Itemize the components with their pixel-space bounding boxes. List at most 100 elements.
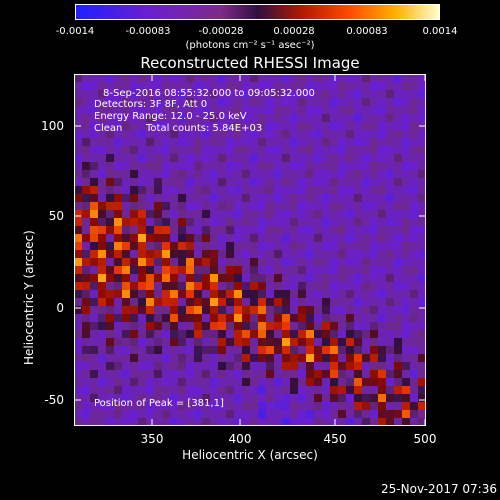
- heatmap-cell: [402, 226, 411, 235]
- heatmap-cell: [346, 410, 355, 419]
- heatmap-cell: [226, 114, 235, 123]
- heatmap-cell: [218, 266, 227, 275]
- heatmap-cell: [314, 322, 323, 331]
- heatmap-cell: [346, 98, 355, 107]
- heatmap-cell: [418, 90, 426, 99]
- heatmap-cell: [378, 122, 387, 131]
- heatmap-cell: [186, 114, 195, 123]
- heatmap-cell: [74, 194, 83, 203]
- heatmap-cell: [138, 210, 147, 219]
- heatmap-cell: [322, 242, 331, 251]
- heatmap-cell: [170, 186, 179, 195]
- heatmap-cell: [122, 178, 131, 187]
- heatmap-cell: [306, 418, 315, 426]
- heatmap-cell: [370, 266, 379, 275]
- heatmap-cell: [386, 234, 395, 243]
- heatmap-cell: [346, 330, 355, 339]
- heatmap-cell: [242, 122, 251, 131]
- heatmap-cell: [362, 114, 371, 123]
- heatmap-cell: [274, 178, 283, 187]
- heatmap-cell: [154, 290, 163, 299]
- heatmap-cell: [274, 234, 283, 243]
- heatmap-cell: [194, 138, 203, 147]
- heatmap-cell: [210, 250, 219, 259]
- heatmap-cell: [274, 74, 283, 83]
- heatmap-cell: [202, 298, 211, 307]
- heatmap-cell: [298, 386, 307, 395]
- heatmap-cell: [186, 338, 195, 347]
- heatmap-cell: [346, 370, 355, 379]
- heatmap-cell: [98, 162, 107, 171]
- heatmap-cell: [114, 354, 123, 363]
- heatmap-cell: [258, 306, 267, 315]
- heatmap-cell: [146, 418, 155, 426]
- heatmap-cell: [186, 130, 195, 139]
- heatmap-cell: [346, 146, 355, 155]
- heatmap-cell: [154, 354, 163, 363]
- heatmap-cell: [338, 306, 347, 315]
- heatmap-cell: [402, 210, 411, 219]
- heatmap-cell: [354, 274, 363, 283]
- heatmap-cell: [274, 282, 283, 291]
- heatmap-cell: [402, 274, 411, 283]
- heatmap-cell: [330, 354, 339, 363]
- heatmap-cell: [266, 282, 275, 291]
- total-counts-label: Total counts: 5.84E+03: [146, 123, 263, 134]
- heatmap-cell: [394, 90, 403, 99]
- heatmap-cell: [146, 146, 155, 155]
- heatmap-cell: [338, 282, 347, 291]
- heatmap-cell: [226, 402, 235, 411]
- heatmap-cell: [242, 370, 251, 379]
- heatmap-cell: [162, 418, 171, 426]
- heatmap-cell: [290, 250, 299, 259]
- heatmap-cell: [378, 298, 387, 307]
- heatmap-cell: [194, 234, 203, 243]
- heatmap-cell: [402, 266, 411, 275]
- heatmap-cell: [82, 114, 91, 123]
- heatmap-cell: [274, 402, 283, 411]
- colorbar-tick: 0.00028: [273, 26, 315, 37]
- heatmap-cell: [250, 122, 259, 131]
- heatmap-cell: [394, 122, 403, 131]
- heatmap-cell: [330, 186, 339, 195]
- heatmap-cell: [306, 122, 315, 131]
- heatmap-cell: [90, 370, 99, 379]
- heatmap-cell: [258, 418, 267, 426]
- heatmap-cell: [194, 402, 203, 411]
- heatmap-cell: [346, 242, 355, 251]
- heatmap-cell: [202, 258, 211, 267]
- heatmap-cell: [138, 258, 147, 267]
- heatmap-cell: [82, 178, 91, 187]
- heatmap-cell: [194, 290, 203, 299]
- heatmap-cell: [154, 362, 163, 371]
- heatmap-cell: [418, 210, 426, 219]
- heatmap-cell: [122, 242, 131, 251]
- heatmap-cell: [242, 330, 251, 339]
- heatmap-cell: [298, 146, 307, 155]
- heatmap-cell: [98, 130, 107, 139]
- heatmap-cell: [202, 186, 211, 195]
- heatmap-cell: [258, 90, 267, 99]
- heatmap-cell: [274, 378, 283, 387]
- heatmap-cell: [394, 114, 403, 123]
- heatmap-cell: [194, 322, 203, 331]
- heatmap-cell: [298, 194, 307, 203]
- heatmap-cell: [218, 234, 227, 243]
- heatmap-cell: [154, 394, 163, 403]
- heatmap-cell: [130, 74, 139, 83]
- heatmap-cell: [290, 242, 299, 251]
- heatmap-cell: [234, 330, 243, 339]
- heatmap-cell: [282, 178, 291, 187]
- heatmap-cell: [362, 370, 371, 379]
- heatmap-cell: [202, 74, 211, 83]
- heatmap-cell: [234, 290, 243, 299]
- heatmap-cell: [106, 218, 115, 227]
- heatmap-cell: [74, 234, 83, 243]
- heatmap-cell: [226, 130, 235, 139]
- heatmap-cell: [146, 258, 155, 267]
- heatmap-cell: [194, 338, 203, 347]
- heatmap-cell: [130, 170, 139, 179]
- heatmap-cell: [218, 114, 227, 123]
- heatmap-cell: [354, 250, 363, 259]
- heatmap-cell: [170, 330, 179, 339]
